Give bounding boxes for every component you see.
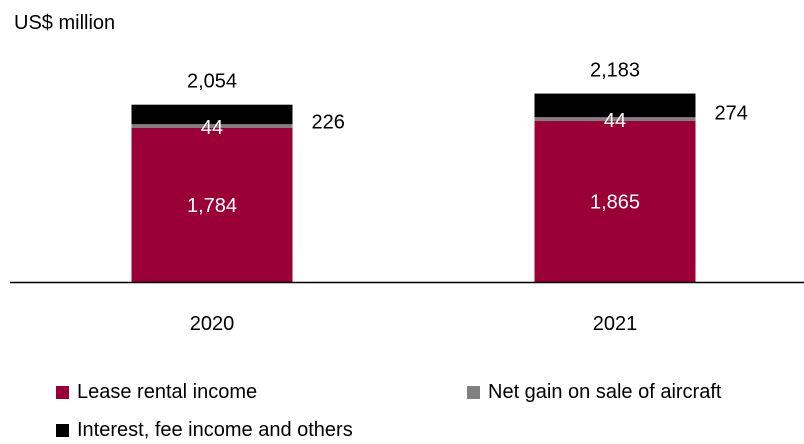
bar-interest-fee-income-and-others-2020 bbox=[131, 104, 293, 125]
legend-label-interest-fee: Interest, fee income and others bbox=[77, 419, 353, 441]
unit-label: US$ million bbox=[14, 12, 116, 34]
data-label-net-gain-2020: 44 bbox=[201, 117, 223, 139]
data-label-interest-fee-2021: 274 bbox=[715, 102, 748, 124]
legend-label-net-gain: Net gain on sale of aircraft bbox=[488, 381, 722, 403]
bar-interest-fee-income-and-others-2021 bbox=[534, 93, 696, 118]
data-label-lease-rental-income-2020: 1,784 bbox=[187, 195, 237, 217]
bar-lease-rental-income-2020 bbox=[131, 128, 293, 282]
legend-item-interest-fee: Interest, fee income and others bbox=[56, 418, 353, 442]
legend-label-lease-rental-income: Lease rental income bbox=[77, 381, 258, 403]
total-label-2021: 2,183 bbox=[590, 60, 640, 82]
bar-net-gain-on-sale-of-aircraft-2020 bbox=[131, 124, 293, 128]
legend-swatch-interest-fee bbox=[56, 423, 69, 437]
data-label-lease-rental-income-2021: 1,865 bbox=[590, 192, 640, 214]
data-label-interest-fee-2020: 226 bbox=[312, 111, 345, 133]
x-tick-label-2020: 2020 bbox=[190, 313, 235, 335]
legend-item-net-gain: Net gain on sale of aircraft bbox=[467, 380, 721, 404]
data-label-net-gain-2021: 44 bbox=[604, 110, 626, 132]
x-tick-label-2021: 2021 bbox=[593, 313, 638, 335]
bar-net-gain-on-sale-of-aircraft-2021 bbox=[534, 117, 696, 122]
legend-swatch-lease-rental-income bbox=[56, 385, 69, 399]
legend-item-lease-rental-income: Lease rental income bbox=[56, 380, 257, 404]
legend-swatch-net-gain bbox=[467, 385, 480, 399]
total-label-2020: 2,054 bbox=[187, 71, 237, 93]
bar-lease-rental-income-2021 bbox=[534, 121, 696, 283]
